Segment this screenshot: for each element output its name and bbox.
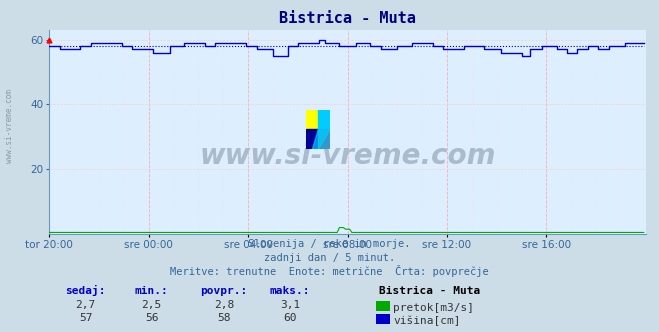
Text: 57: 57 [79,313,92,323]
Text: www.si-vreme.com: www.si-vreme.com [5,89,14,163]
Text: min.:: min.: [134,286,169,296]
Text: Meritve: trenutne  Enote: metrične  Črta: povprečje: Meritve: trenutne Enote: metrične Črta: … [170,265,489,277]
Text: povpr.:: povpr.: [200,286,248,296]
Text: 3,1: 3,1 [280,300,300,310]
Text: višina[cm]: višina[cm] [393,316,461,326]
Polygon shape [306,110,318,129]
Text: pretok[m3/s]: pretok[m3/s] [393,303,474,313]
Text: 60: 60 [283,313,297,323]
Text: maks.:: maks.: [270,286,310,296]
Polygon shape [312,110,330,149]
Text: Slovenija / reke in morje.: Slovenija / reke in morje. [248,239,411,249]
Polygon shape [318,129,330,149]
Text: 2,7: 2,7 [76,300,96,310]
Text: www.si-vreme.com: www.si-vreme.com [200,142,496,170]
Text: 2,5: 2,5 [142,300,161,310]
Polygon shape [306,129,318,149]
Text: 56: 56 [145,313,158,323]
Text: 2,8: 2,8 [214,300,234,310]
Text: zadnji dan / 5 minut.: zadnji dan / 5 minut. [264,253,395,263]
Polygon shape [318,110,330,129]
Text: sedaj:: sedaj: [65,285,106,296]
Text: 58: 58 [217,313,231,323]
Title: Bistrica - Muta: Bistrica - Muta [279,11,416,26]
Text: Bistrica - Muta: Bistrica - Muta [379,286,480,296]
